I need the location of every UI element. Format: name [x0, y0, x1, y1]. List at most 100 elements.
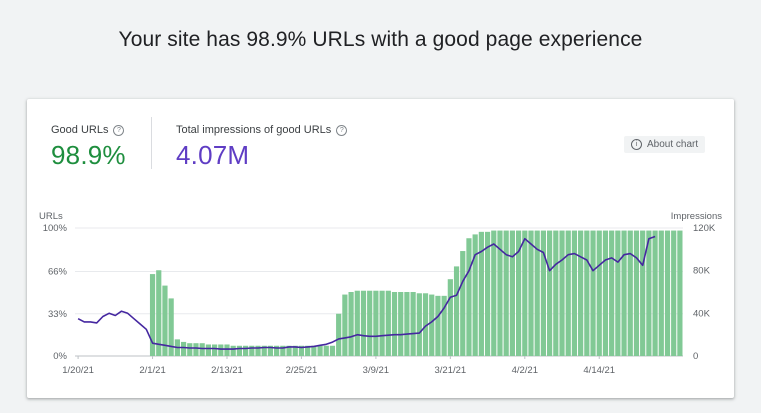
good-urls-bar — [311, 345, 317, 356]
good-urls-bar — [565, 230, 571, 356]
good-urls-bar — [633, 230, 640, 356]
right-tick-label: 0 — [693, 351, 698, 362]
good-urls-bar — [578, 230, 584, 356]
good-urls-bar — [658, 230, 664, 356]
good-urls-bar — [646, 230, 652, 356]
info-icon: i — [631, 139, 642, 150]
good-urls-bar — [429, 294, 435, 356]
good-urls-bar — [267, 345, 274, 356]
x-tick-label: 3/21/21 — [434, 365, 466, 376]
left-tick-label: 33% — [48, 309, 68, 320]
good-urls-bar — [336, 313, 342, 356]
good-urls-bar — [298, 345, 305, 356]
good-urls-bar — [373, 290, 379, 356]
left-tick-label: 100% — [43, 223, 68, 234]
right-axis-label: Impressions — [671, 211, 722, 222]
good-urls-bar — [354, 290, 360, 356]
right-tick-label: 80K — [693, 266, 711, 277]
x-tick-label: 1/20/21 — [62, 365, 94, 376]
good-urls-bar — [249, 345, 255, 356]
good-urls-bar — [627, 230, 633, 356]
help-icon[interactable]: ? — [336, 124, 348, 136]
good-urls-bar — [553, 230, 559, 356]
page-headline: Your site has 98.9% URLs with a good pag… — [118, 28, 643, 51]
good-urls-bar — [441, 295, 447, 356]
good-urls-bar — [261, 345, 267, 356]
good-urls-bar — [187, 343, 193, 356]
help-icon[interactable]: ? — [113, 124, 125, 136]
good-urls-bar — [484, 231, 491, 356]
good-urls-bar — [274, 345, 280, 356]
page-experience-card: Good URLs ? 98.9% Total impressions of g… — [27, 99, 734, 398]
good-urls-bar — [671, 230, 677, 356]
good-urls-bar — [466, 238, 472, 356]
good-urls-bar — [584, 230, 590, 356]
good-urls-bar — [590, 230, 596, 356]
good-urls-bar — [398, 292, 404, 356]
good-urls-bar — [391, 292, 398, 356]
impressions-series-line — [77, 235, 656, 350]
good-urls-bar — [180, 341, 187, 356]
good-urls-bar — [528, 230, 534, 356]
good-urls-label: Good URLs — [51, 124, 109, 136]
good-urls-bar — [478, 231, 484, 356]
x-tick-label: 2/13/21 — [211, 365, 243, 376]
right-tick-label: 40K — [693, 308, 711, 319]
about-chart-label: About chart — [647, 139, 699, 150]
about-chart-button[interactable]: i About chart — [624, 136, 706, 153]
good-urls-bar — [193, 343, 199, 356]
x-tick-label: 4/14/21 — [583, 365, 615, 376]
good-urls-bar — [404, 292, 410, 356]
good-urls-bar — [162, 285, 168, 356]
good-urls-bar — [156, 270, 162, 356]
good-urls-bar — [422, 293, 429, 356]
good-urls-bar — [348, 292, 354, 356]
good-urls-bar — [571, 230, 578, 356]
good-urls-bar — [149, 274, 156, 356]
impressions-metric[interactable]: Total impressions of good URLs ? 4.07M — [176, 124, 348, 171]
good-urls-bar — [515, 230, 522, 356]
good-urls-bar — [491, 230, 497, 356]
good-urls-bar — [218, 344, 224, 356]
good-urls-bar — [621, 230, 627, 356]
right-axis-ticks: 120K 80K 40K 0 — [693, 223, 716, 362]
good-urls-bar — [323, 345, 329, 356]
good-urls-bar — [497, 230, 503, 356]
good-urls-bar — [503, 230, 509, 356]
good-urls-bar — [230, 345, 236, 356]
good-urls-bar — [609, 230, 615, 356]
good-urls-bar — [211, 344, 218, 356]
good-urls-bar — [640, 230, 646, 356]
x-tick-label: 4/2/21 — [512, 365, 538, 376]
good-urls-value: 98.9% — [51, 140, 126, 170]
impressions-value: 4.07M — [176, 140, 250, 170]
good-urls-bar — [224, 344, 230, 356]
left-axis-ticks: 100% 66% 33% 0% — [43, 223, 68, 362]
left-axis-label: URLs — [39, 211, 63, 222]
good-urls-bar — [547, 230, 553, 356]
good-urls-bar — [360, 290, 367, 356]
x-axis-ticks: 1/20/21 2/1/21 2/13/21 2/25/21 3/9/21 3/21/21… — [62, 356, 615, 376]
good-urls-bar — [522, 230, 528, 356]
good-urls-bar — [292, 345, 298, 356]
good-urls-bar — [317, 345, 323, 356]
good-urls-bar — [677, 230, 683, 356]
good-urls-bar — [540, 230, 547, 356]
right-tick-label: 120K — [693, 223, 716, 234]
good-urls-bar — [509, 230, 515, 356]
good-urls-bar — [286, 345, 292, 356]
x-tick-label: 3/9/21 — [363, 365, 389, 376]
good-urls-bar — [615, 230, 621, 356]
urls-impressions-chart: URLs Impressions 100% 66% 33% 0% 120K 80K 40K… — [39, 211, 722, 376]
good-urls-bar — [559, 230, 565, 356]
good-urls-bar — [168, 298, 174, 356]
metric-divider — [151, 117, 152, 169]
good-urls-bar — [664, 230, 671, 356]
good-urls-bar — [447, 279, 453, 356]
good-urls-bar — [329, 345, 336, 356]
good-urls-bar — [472, 234, 478, 356]
good-urls-bar — [243, 345, 249, 356]
impressions-line — [77, 235, 656, 350]
good-urls-metric[interactable]: Good URLs ? 98.9% — [51, 124, 126, 171]
good-urls-bar — [255, 345, 261, 356]
